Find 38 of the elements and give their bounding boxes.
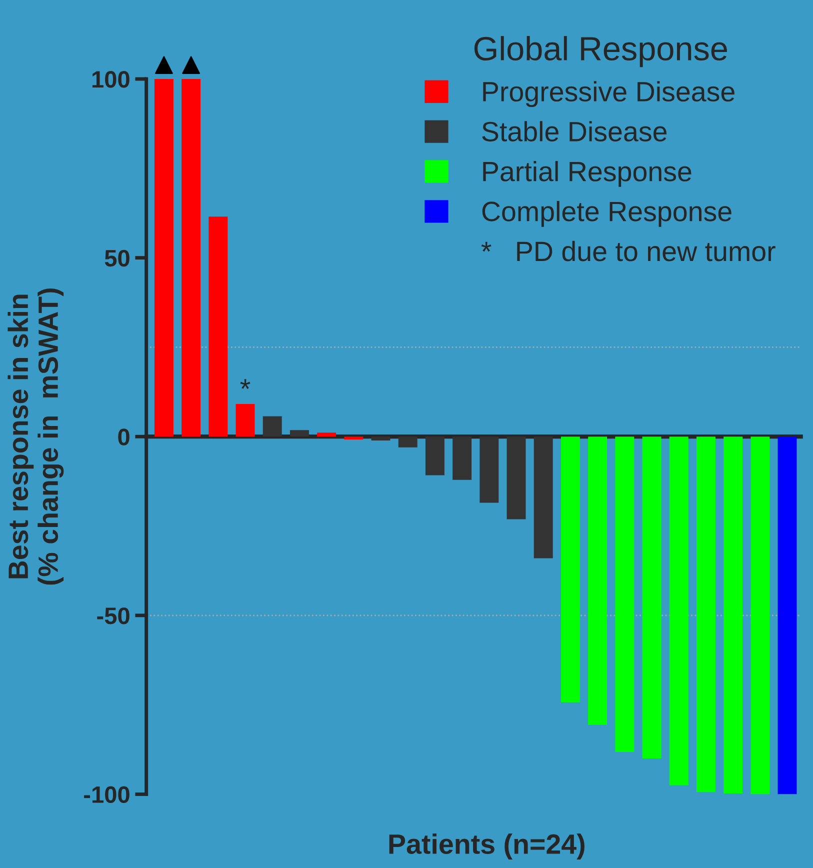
bar bbox=[317, 432, 336, 437]
y-tick-label: 50 bbox=[104, 250, 130, 267]
bar bbox=[371, 436, 390, 441]
data-label: * bbox=[240, 379, 250, 389]
bar bbox=[588, 436, 608, 725]
bar bbox=[262, 416, 282, 437]
bar bbox=[724, 436, 743, 794]
bar bbox=[425, 436, 444, 476]
y-tick-label: -50 bbox=[97, 607, 130, 624]
bar bbox=[506, 436, 526, 520]
bar bbox=[750, 436, 770, 794]
bar bbox=[182, 78, 201, 437]
legend-label: Stable Disease bbox=[482, 121, 667, 142]
y-axis-title: Best response in skin (% change in mSWAT) bbox=[8, 288, 64, 585]
y-tick-label: 100 bbox=[92, 71, 130, 88]
bar bbox=[290, 430, 309, 437]
bar bbox=[154, 78, 174, 437]
legend-label: Progressive Disease bbox=[483, 81, 734, 108]
bar bbox=[669, 436, 688, 786]
x-axis-title: Patients (n=24) bbox=[389, 834, 584, 860]
bar bbox=[642, 436, 662, 758]
legend-title: Global Response bbox=[474, 36, 727, 68]
bar bbox=[560, 436, 580, 702]
bar bbox=[534, 436, 553, 558]
bar bbox=[236, 404, 255, 437]
y-tick-label: -100 bbox=[84, 786, 130, 804]
bar bbox=[208, 216, 228, 437]
bar bbox=[778, 436, 797, 794]
bar bbox=[480, 436, 499, 503]
legend-label: Partial Response bbox=[483, 161, 692, 187]
bar bbox=[398, 436, 418, 448]
bar bbox=[452, 436, 472, 480]
bar bbox=[344, 436, 364, 440]
y-tick-label: 0 bbox=[118, 428, 130, 446]
annotation: * PD due to new tumor bbox=[481, 240, 776, 262]
legend-label: Complete Response bbox=[482, 200, 732, 227]
bar bbox=[696, 436, 716, 792]
bar bbox=[615, 436, 634, 752]
